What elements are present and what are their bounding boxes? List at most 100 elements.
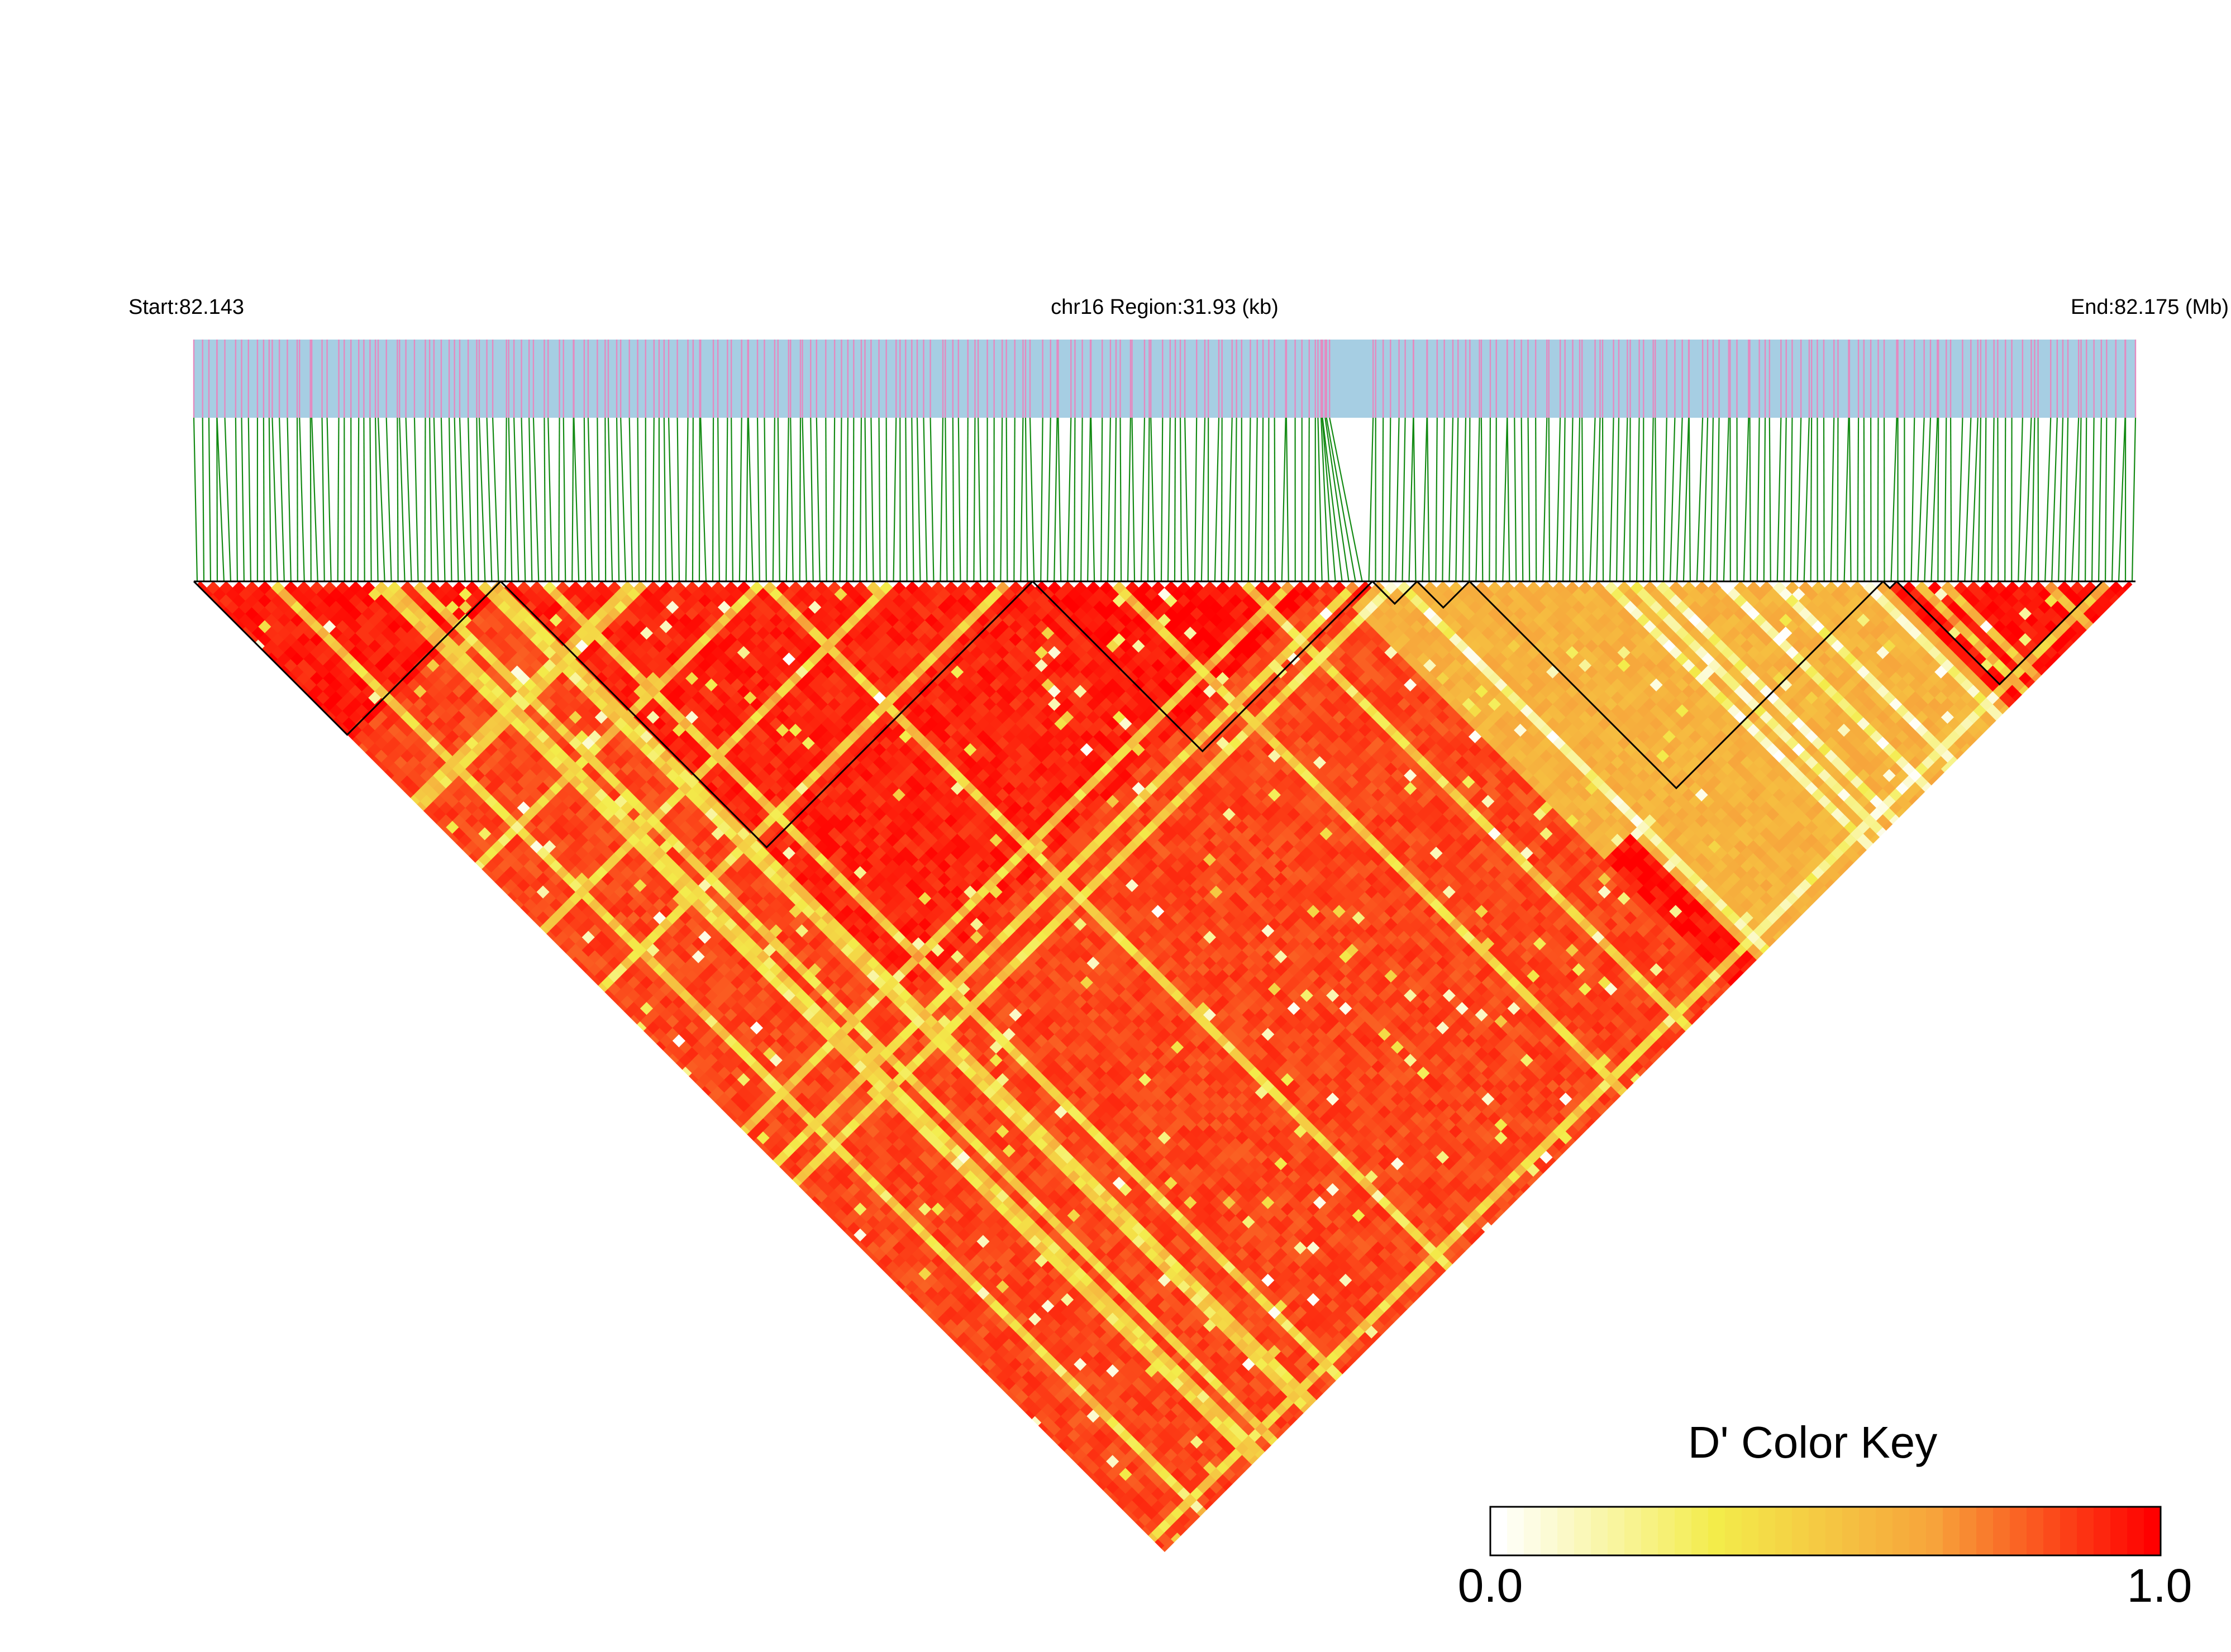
snp-connector [1891,418,1897,581]
snp-connector [574,418,579,581]
snp-connector [370,418,371,581]
snp-connector [931,418,934,581]
snp-connector [757,418,760,581]
snp-connector [802,418,806,581]
snp-connector [1456,418,1458,581]
snp-connector [2065,418,2068,581]
snp-connector [1067,418,1071,581]
snp-connector [1074,418,1075,581]
snp-connector [1610,418,1613,581]
snp-connector [1543,418,1547,581]
snp-connector [272,418,277,581]
snp-connector [2079,418,2081,581]
snp-connector [1476,418,1479,581]
snp-connector [1081,418,1082,581]
snp-connector [621,418,626,581]
snp-connector [699,418,700,581]
snp-connector [1114,418,1116,581]
snp-connector [414,418,418,581]
snp-connector [686,418,688,581]
snp-connector [236,418,237,581]
snp-connector [509,418,512,581]
snp-connector [1663,418,1667,581]
snp-connector [840,418,842,581]
snp-connector [1141,418,1145,581]
snp-connector [425,418,426,581]
snp-connector [572,418,573,581]
snp-connector [1556,418,1560,581]
snp-connector [1389,418,1391,581]
snp-connector [194,418,197,581]
snp-connector [1369,418,1374,581]
snp-connector [905,418,907,581]
snp-connector [1798,418,1801,581]
snp-connector [1514,418,1516,581]
snp-connector [1262,418,1263,581]
snp-connector [455,418,459,581]
snp-connector [871,418,873,581]
snp-connector [2092,418,2094,581]
snp-connector [1327,418,1356,581]
snp-connector [1396,418,1399,581]
snp-connector [1161,418,1162,581]
snp-connector [1710,418,1713,581]
snp-connector [1030,418,1034,581]
snp-connector [1684,418,1689,581]
snp-connector [726,418,727,581]
snp-connector [817,418,820,581]
snp-connector [1791,418,1793,581]
snp-connector [2112,418,2116,581]
snp-connector [597,418,599,581]
snp-connector-lines [194,418,2135,581]
snp-connector [203,418,204,581]
snp-connector [1489,418,1490,581]
snp-connector [584,418,585,581]
snp-connector [886,418,887,581]
snp-connector [1047,418,1051,581]
snp-connector [1730,418,1731,581]
snp-connector [522,418,526,581]
snp-position-track [194,340,2135,418]
snp-connector [1849,418,1851,581]
snp-connector [1383,418,1384,581]
snp-connector [1436,418,1437,581]
snp-connector [1318,418,1322,581]
snp-connector [279,418,284,581]
snp-connector [678,418,679,581]
snp-connector [1058,418,1061,581]
snp-connector [1655,418,1657,581]
snp-connector [533,418,538,581]
snp-connector [1282,418,1286,581]
snp-connector [1549,418,1550,581]
snp-connector [1844,418,1849,581]
snp-connector [1637,418,1639,581]
snp-connector [978,418,980,581]
snp-connector [242,418,244,581]
snp-connector [974,418,975,581]
snp-connector [1623,418,1627,581]
snp-connector [894,418,897,581]
snp-connector [2072,418,2079,581]
snp-connector [297,418,298,581]
snp-connector [1831,418,1834,581]
snp-connector [1091,418,1094,581]
snp-connector [1750,418,1751,581]
snp-connector [1248,418,1251,581]
snp-connector [833,418,835,581]
snp-connector [1770,418,1771,581]
snp-connector [1054,418,1057,581]
snp-connector [1021,418,1023,581]
snp-connector [564,418,565,581]
snp-connector [1965,418,1971,581]
snp-connector [630,418,632,581]
snp-connector [468,418,471,581]
snp-connector [1590,418,1595,581]
snp-connector [1409,418,1413,581]
snp-connector [1185,418,1188,581]
snp-connector [879,418,880,581]
snp-connector [1101,418,1102,581]
snp-connector [718,418,719,581]
snp-connector [1777,418,1781,581]
snp-connector [811,418,813,581]
